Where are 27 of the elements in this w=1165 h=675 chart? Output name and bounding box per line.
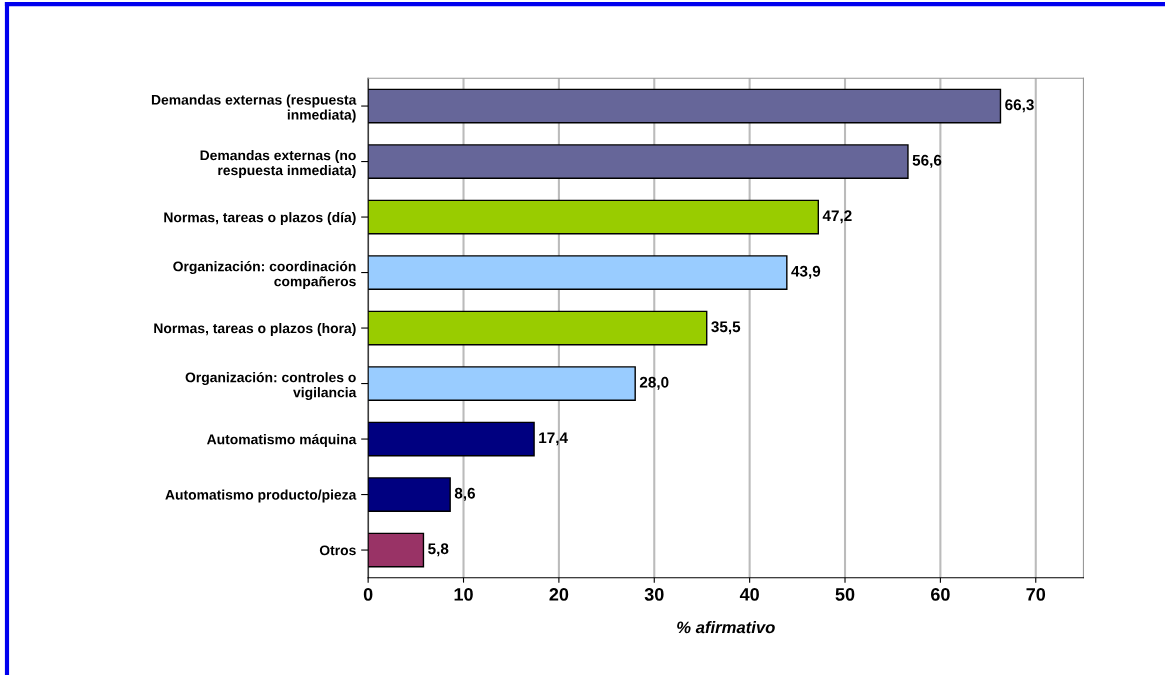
x-tick-label: 70 bbox=[1026, 588, 1046, 601]
data-label: 43,9 bbox=[791, 265, 821, 279]
x-tick-label: 30 bbox=[644, 588, 664, 601]
data-label: 66,3 bbox=[1005, 99, 1034, 113]
data-label: 47,2 bbox=[822, 210, 852, 224]
y-tick-label: Automatismo máquina bbox=[206, 433, 357, 448]
data-label: 56,6 bbox=[912, 154, 942, 168]
y-tick-label: Normas, tareas o plazos (día) bbox=[164, 211, 356, 226]
x-tick-label: 60 bbox=[931, 588, 950, 601]
y-tick-label: Otros bbox=[319, 545, 356, 556]
y-tick-label: Organización: coordinación compañeros bbox=[173, 260, 356, 290]
x-tick-label: 50 bbox=[835, 588, 855, 601]
y-tick-label: Demandas externas (no respuesta inmediata) bbox=[200, 150, 356, 178]
x-tick-label: 20 bbox=[549, 588, 569, 601]
x-tick-label: 10 bbox=[454, 588, 473, 601]
x-tick-label: 0 bbox=[363, 588, 373, 601]
data-label: 17,4 bbox=[539, 432, 568, 446]
data-label: 28,0 bbox=[639, 376, 669, 390]
data-label: 5,8 bbox=[428, 543, 449, 557]
x-tick-label: 40 bbox=[739, 588, 759, 601]
data-label: 35,5 bbox=[711, 321, 741, 335]
data-label: 8,6 bbox=[454, 487, 476, 501]
y-tick-label: Automatismo producto/pieza bbox=[165, 489, 357, 503]
x-axis-title: % afirmativo bbox=[677, 621, 775, 634]
y-tick-label: Demandas externas (respuesta inmediata) bbox=[151, 94, 357, 123]
y-tick-label: Normas, tareas o plazos (hora) bbox=[154, 323, 356, 336]
y-tick-label: Organización: controles o vigilancia bbox=[185, 371, 357, 401]
